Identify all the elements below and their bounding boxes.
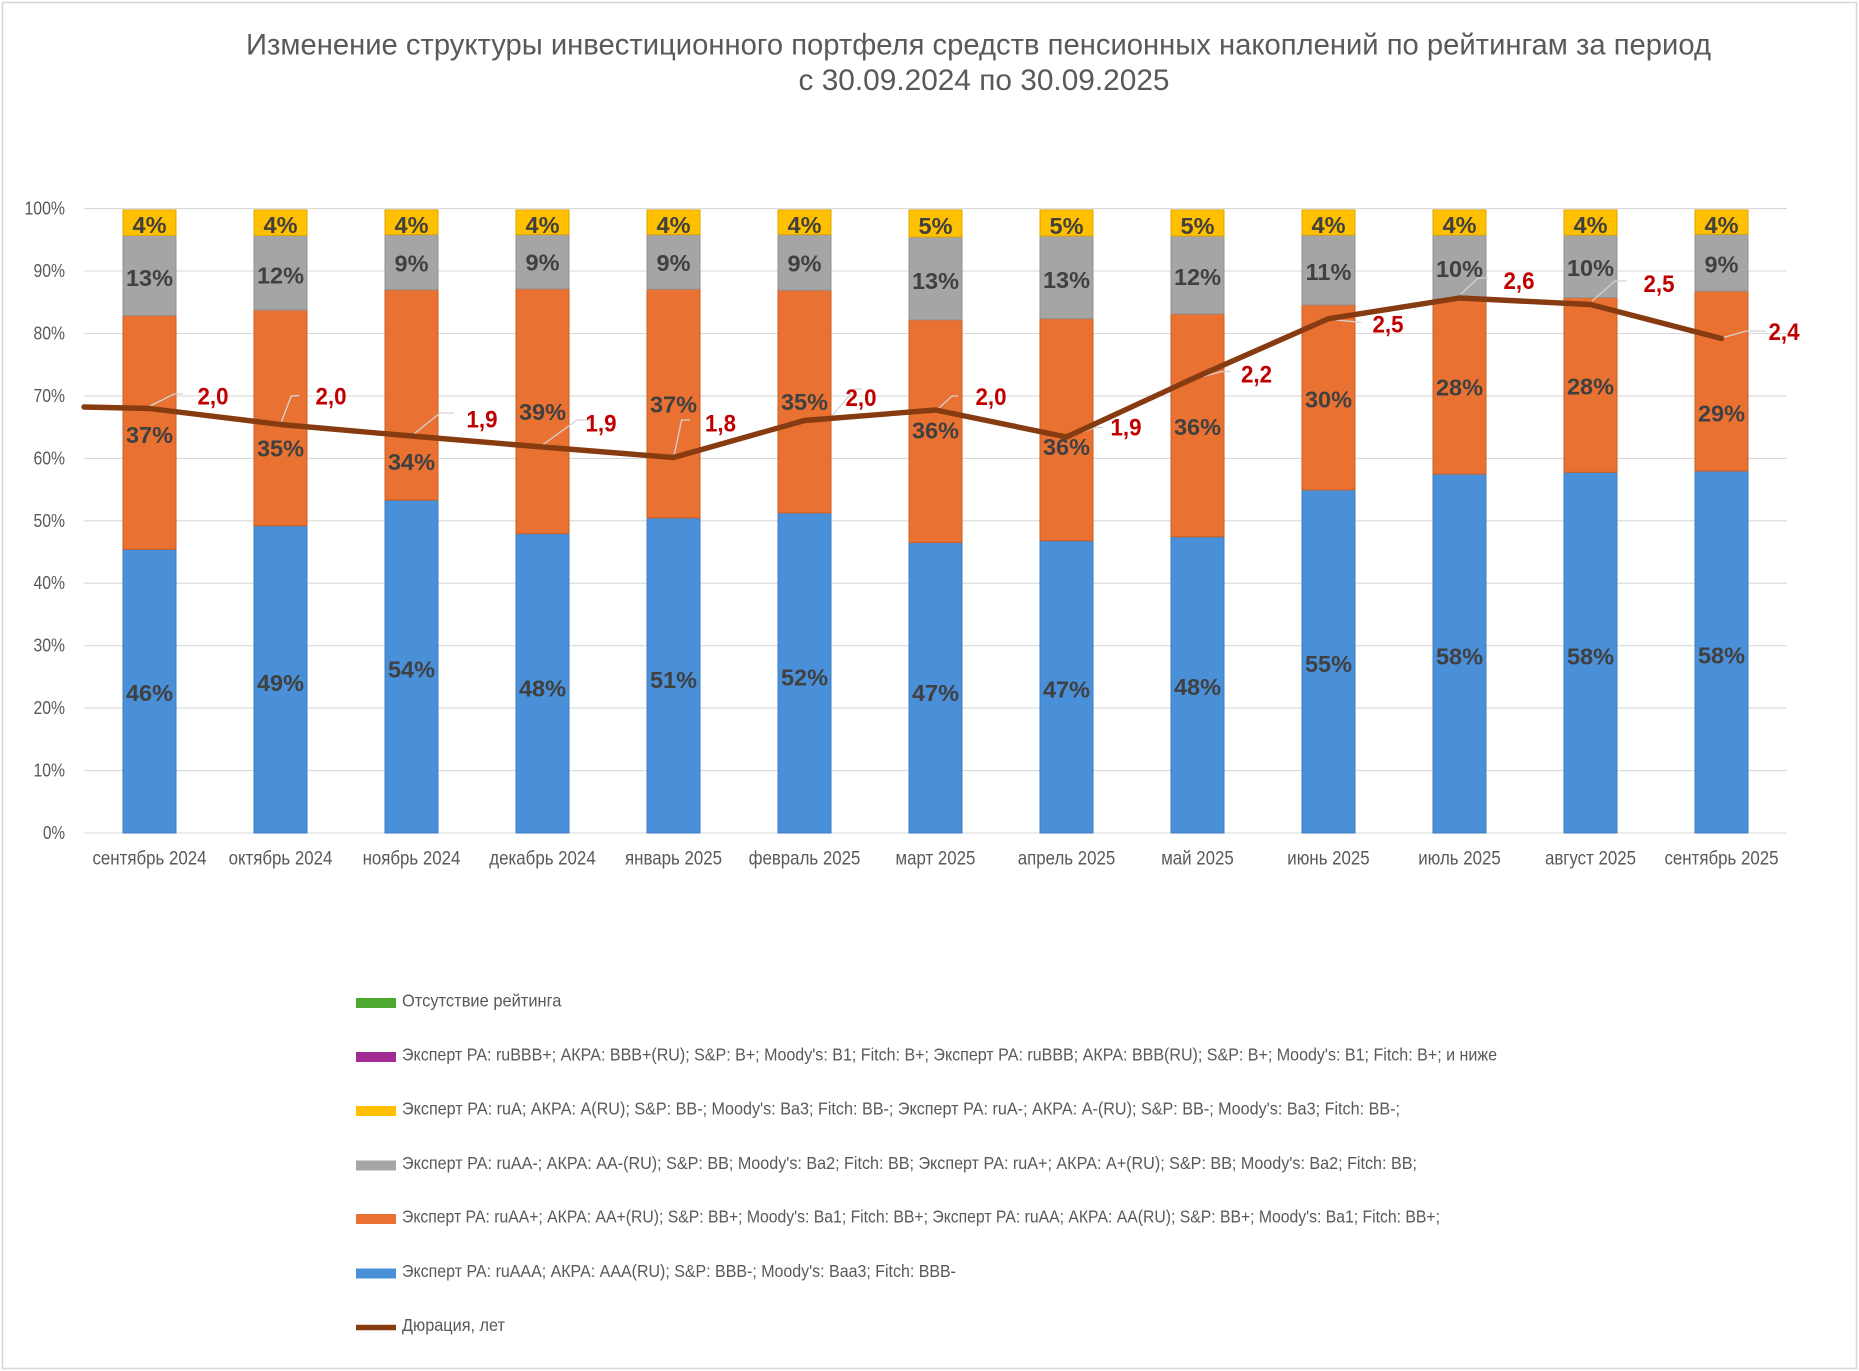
svg-text:58%: 58% bbox=[1567, 644, 1614, 670]
svg-text:13%: 13% bbox=[126, 265, 173, 291]
svg-text:2,0: 2,0 bbox=[198, 384, 229, 411]
svg-text:Эксперт РА: ruAA+; АКРА: AA+(R: Эксперт РА: ruAA+; АКРА: AA+(RU); S&P: B… bbox=[402, 1207, 1440, 1227]
svg-text:5%: 5% bbox=[919, 213, 953, 239]
svg-text:40%: 40% bbox=[34, 573, 66, 593]
svg-text:28%: 28% bbox=[1436, 375, 1483, 401]
svg-text:Эксперт РА: ruBBB+; АКРА: BBB+: Эксперт РА: ruBBB+; АКРА: BBB+(RU); S&P:… bbox=[402, 1045, 1497, 1065]
svg-text:47%: 47% bbox=[1043, 677, 1090, 703]
svg-text:Дюрация, лет: Дюрация, лет bbox=[402, 1315, 505, 1335]
svg-text:52%: 52% bbox=[781, 665, 828, 691]
svg-text:80%: 80% bbox=[34, 324, 66, 344]
svg-text:9%: 9% bbox=[526, 250, 560, 276]
svg-text:июль 2025: июль 2025 bbox=[1418, 847, 1501, 869]
svg-text:11%: 11% bbox=[1306, 259, 1352, 285]
svg-text:10%: 10% bbox=[1436, 256, 1483, 282]
svg-text:39%: 39% bbox=[519, 399, 566, 425]
svg-text:апрель 2025: апрель 2025 bbox=[1018, 847, 1116, 869]
svg-text:28%: 28% bbox=[1567, 374, 1614, 400]
svg-text:4%: 4% bbox=[264, 212, 298, 238]
svg-text:58%: 58% bbox=[1436, 644, 1483, 670]
svg-text:13%: 13% bbox=[1043, 267, 1090, 293]
svg-text:9%: 9% bbox=[395, 251, 429, 277]
svg-text:47%: 47% bbox=[912, 680, 959, 706]
svg-text:12%: 12% bbox=[1174, 264, 1221, 290]
svg-text:4%: 4% bbox=[1443, 212, 1477, 238]
svg-text:4%: 4% bbox=[788, 212, 822, 238]
svg-text:58%: 58% bbox=[1698, 643, 1745, 669]
svg-text:4%: 4% bbox=[526, 212, 560, 238]
svg-text:декабрь 2024: декабрь 2024 bbox=[489, 847, 596, 869]
svg-text:4%: 4% bbox=[395, 212, 429, 238]
svg-text:100%: 100% bbox=[25, 199, 66, 219]
svg-text:сентябрь 2024: сентябрь 2024 bbox=[93, 847, 207, 869]
svg-text:30%: 30% bbox=[1305, 387, 1352, 413]
svg-text:46%: 46% bbox=[126, 680, 173, 706]
svg-text:2,4: 2,4 bbox=[1769, 319, 1800, 346]
svg-text:30%: 30% bbox=[34, 636, 66, 656]
svg-text:70%: 70% bbox=[34, 386, 66, 406]
svg-text:49%: 49% bbox=[257, 670, 304, 696]
svg-text:37%: 37% bbox=[650, 392, 697, 418]
svg-text:4%: 4% bbox=[133, 212, 167, 238]
svg-text:2,5: 2,5 bbox=[1373, 312, 1404, 339]
svg-text:20%: 20% bbox=[34, 698, 66, 718]
svg-text:2,0: 2,0 bbox=[316, 384, 347, 411]
svg-text:9%: 9% bbox=[1705, 251, 1739, 277]
svg-text:5%: 5% bbox=[1181, 213, 1215, 239]
svg-text:90%: 90% bbox=[34, 261, 66, 281]
svg-text:с 30.09.2024 по 30.09.2025: с 30.09.2024 по 30.09.2025 bbox=[799, 64, 1170, 97]
svg-text:60%: 60% bbox=[34, 448, 66, 468]
svg-text:50%: 50% bbox=[34, 511, 66, 531]
svg-text:4%: 4% bbox=[657, 212, 691, 238]
svg-text:1,9: 1,9 bbox=[586, 410, 617, 437]
svg-text:ноябрь 2024: ноябрь 2024 bbox=[363, 847, 461, 869]
svg-text:1,9: 1,9 bbox=[1111, 415, 1142, 442]
svg-text:55%: 55% bbox=[1305, 651, 1352, 677]
svg-text:Изменение структуры инвестицио: Изменение структуры инвестиционного порт… bbox=[246, 28, 1711, 61]
svg-text:октябрь 2024: октябрь 2024 bbox=[229, 847, 333, 869]
svg-text:май 2025: май 2025 bbox=[1161, 847, 1234, 869]
svg-text:2,0: 2,0 bbox=[976, 384, 1007, 411]
svg-text:10%: 10% bbox=[34, 761, 66, 781]
svg-text:10%: 10% bbox=[1567, 255, 1614, 281]
svg-text:9%: 9% bbox=[788, 251, 822, 277]
svg-text:35%: 35% bbox=[781, 389, 828, 415]
svg-text:9%: 9% bbox=[657, 250, 691, 276]
svg-text:февраль 2025: февраль 2025 bbox=[749, 847, 861, 869]
svg-text:январь 2025: январь 2025 bbox=[625, 847, 722, 869]
svg-text:35%: 35% bbox=[257, 436, 304, 462]
svg-text:36%: 36% bbox=[912, 418, 959, 444]
svg-text:48%: 48% bbox=[1174, 674, 1221, 700]
svg-text:29%: 29% bbox=[1698, 401, 1745, 427]
svg-text:36%: 36% bbox=[1174, 414, 1221, 440]
svg-text:48%: 48% bbox=[519, 676, 566, 702]
svg-text:Эксперт РА: ruAAA; АКРА: AAA(R: Эксперт РА: ruAAA; АКРА: AAA(RU); S&P: B… bbox=[402, 1261, 956, 1281]
svg-text:Эксперт РА: ruA; АКРА: A(RU);: Эксперт РА: ruA; АКРА: A(RU); S&P: BB-; … bbox=[402, 1099, 1400, 1119]
svg-text:4%: 4% bbox=[1312, 212, 1346, 238]
svg-text:34%: 34% bbox=[388, 449, 435, 475]
svg-text:2,0: 2,0 bbox=[846, 385, 877, 412]
svg-text:сентябрь 2025: сентябрь 2025 bbox=[1665, 847, 1779, 869]
svg-text:Эксперт РА: ruAA-; АКРА: AA-(R: Эксперт РА: ruAA-; АКРА: AA-(RU); S&P: B… bbox=[402, 1153, 1417, 1173]
svg-text:12%: 12% bbox=[257, 263, 304, 289]
svg-text:0%: 0% bbox=[43, 823, 65, 843]
svg-text:август 2025: август 2025 bbox=[1545, 847, 1636, 869]
svg-text:13%: 13% bbox=[912, 268, 959, 294]
svg-text:март 2025: март 2025 bbox=[896, 847, 976, 869]
svg-text:1,9: 1,9 bbox=[467, 407, 498, 434]
svg-text:2,2: 2,2 bbox=[1241, 362, 1272, 389]
svg-text:июнь 2025: июнь 2025 bbox=[1287, 847, 1370, 869]
svg-text:4%: 4% bbox=[1574, 212, 1608, 238]
svg-text:54%: 54% bbox=[388, 657, 435, 683]
svg-text:Отсутствие рейтинга: Отсутствие рейтинга bbox=[402, 991, 562, 1011]
svg-text:5%: 5% bbox=[1050, 213, 1084, 239]
svg-text:2,6: 2,6 bbox=[1504, 268, 1535, 295]
svg-text:2,5: 2,5 bbox=[1644, 271, 1675, 298]
svg-text:37%: 37% bbox=[126, 422, 173, 448]
svg-text:4%: 4% bbox=[1705, 212, 1739, 238]
svg-text:1,8: 1,8 bbox=[705, 411, 736, 438]
svg-text:51%: 51% bbox=[650, 667, 697, 693]
